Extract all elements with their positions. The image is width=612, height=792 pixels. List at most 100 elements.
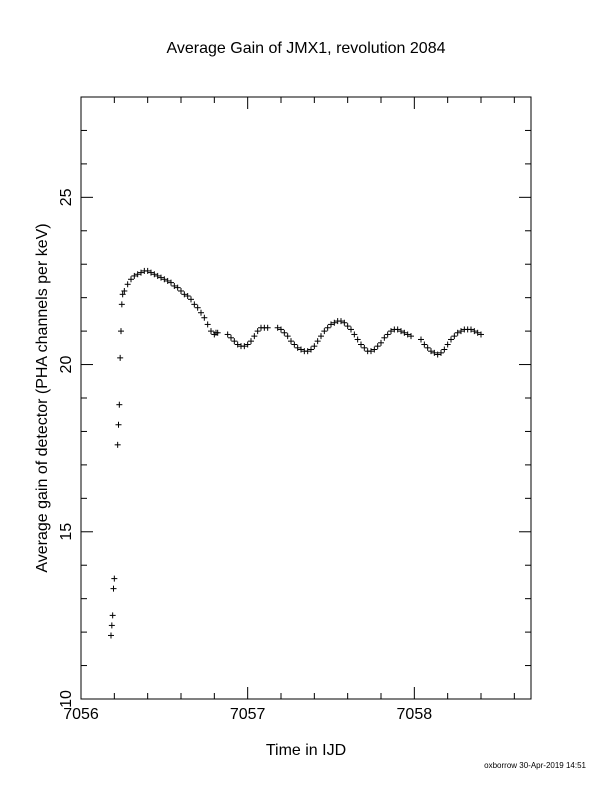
- data-point: [314, 338, 321, 345]
- data-point: [198, 309, 204, 316]
- data-point: [451, 333, 458, 340]
- data-point: [454, 329, 461, 336]
- data-point: [168, 279, 174, 286]
- data-point: [181, 291, 188, 298]
- data-point: [341, 319, 348, 326]
- data-point: [408, 333, 414, 340]
- data-point: [241, 343, 248, 350]
- data-point: [231, 338, 238, 345]
- data-point: [115, 421, 122, 428]
- data-point: [458, 328, 464, 335]
- data-point: [291, 341, 298, 348]
- data-point: [288, 338, 294, 345]
- data-point: [404, 331, 411, 338]
- data-point: [117, 354, 124, 361]
- data-point: [171, 282, 178, 289]
- data-point: [116, 401, 123, 408]
- y-tick-label: 15: [58, 523, 75, 541]
- data-point: [304, 348, 311, 355]
- data-point: [254, 328, 261, 335]
- data-point: [281, 329, 288, 336]
- data-point: [191, 301, 198, 308]
- data-point: [158, 274, 164, 281]
- data-point: [144, 267, 151, 274]
- data-point: [428, 348, 434, 355]
- data-point: [154, 272, 161, 279]
- data-point: [374, 343, 381, 350]
- data-point: [438, 349, 444, 356]
- data-point: [134, 271, 141, 278]
- data-point: [338, 318, 344, 325]
- data-point: [228, 334, 234, 341]
- data-point: [474, 329, 481, 336]
- data-point: [109, 612, 116, 619]
- data-point: [274, 324, 281, 331]
- data-point: [248, 338, 254, 345]
- x-tick-labels: 7056 7057 7058: [63, 706, 432, 723]
- data-point: [471, 328, 478, 335]
- data-point: [434, 351, 441, 358]
- data-point: [214, 329, 221, 336]
- data-point: [108, 622, 115, 629]
- footer-stamp: oxborrow 30-Apr-2019 14:51: [484, 761, 586, 770]
- x-tick-label: 7057: [230, 706, 266, 723]
- axis-ticks: [80, 96, 531, 700]
- data-point: [351, 331, 358, 338]
- chart-title: Average Gain of JMX1, revolution 2084: [167, 40, 446, 57]
- data-point: [448, 336, 454, 343]
- data-point: [294, 344, 301, 351]
- y-tick-label: 25: [58, 188, 75, 206]
- data-point: [188, 296, 194, 303]
- data-point: [184, 292, 191, 299]
- data-point: [161, 276, 168, 283]
- data-point: [388, 328, 394, 335]
- data-point: [321, 328, 328, 335]
- data-point: [358, 341, 364, 348]
- data-point: [118, 328, 124, 335]
- data-point: [108, 632, 114, 639]
- data-point: [264, 324, 271, 331]
- data-point: [331, 319, 338, 326]
- data-point: [384, 331, 391, 338]
- data-point: [431, 349, 438, 356]
- data-point: [378, 339, 384, 346]
- data-point: [131, 272, 138, 279]
- data-point: [468, 326, 474, 333]
- y-axis-label: Average gain of detector (PHA channels p…: [34, 223, 51, 572]
- data-point: [201, 314, 208, 321]
- data-point: [208, 328, 214, 335]
- data-point: [114, 441, 121, 448]
- data-point: [251, 333, 258, 340]
- data-point: [354, 336, 361, 343]
- data-point: [398, 328, 404, 335]
- y-tick-labels: 10 15 20 25: [58, 188, 75, 708]
- data-point: [441, 346, 448, 353]
- data-points: [108, 267, 484, 639]
- data-point: [418, 336, 424, 343]
- data-point: [324, 324, 331, 331]
- data-point: [234, 341, 241, 348]
- x-tick-label: 7058: [397, 706, 433, 723]
- y-tick-label: 20: [58, 356, 75, 374]
- data-point: [224, 331, 231, 338]
- y-tick-label: 10: [58, 690, 75, 708]
- data-point: [194, 304, 201, 311]
- x-tick-label: 7056: [63, 706, 99, 723]
- data-point: [371, 346, 378, 353]
- data-point: [164, 277, 171, 284]
- data-point: [178, 287, 184, 294]
- plot-frame: [80, 96, 532, 700]
- data-point: [444, 341, 451, 348]
- data-point: [110, 585, 117, 592]
- data-point: [344, 323, 351, 330]
- data-point: [138, 269, 144, 276]
- data-point: [278, 326, 284, 333]
- data-point: [328, 321, 334, 328]
- data-point: [121, 287, 128, 294]
- data-point: [204, 321, 211, 328]
- data-point: [128, 276, 134, 283]
- data-point: [151, 271, 158, 278]
- data-point: [119, 291, 126, 298]
- data-point: [424, 344, 431, 351]
